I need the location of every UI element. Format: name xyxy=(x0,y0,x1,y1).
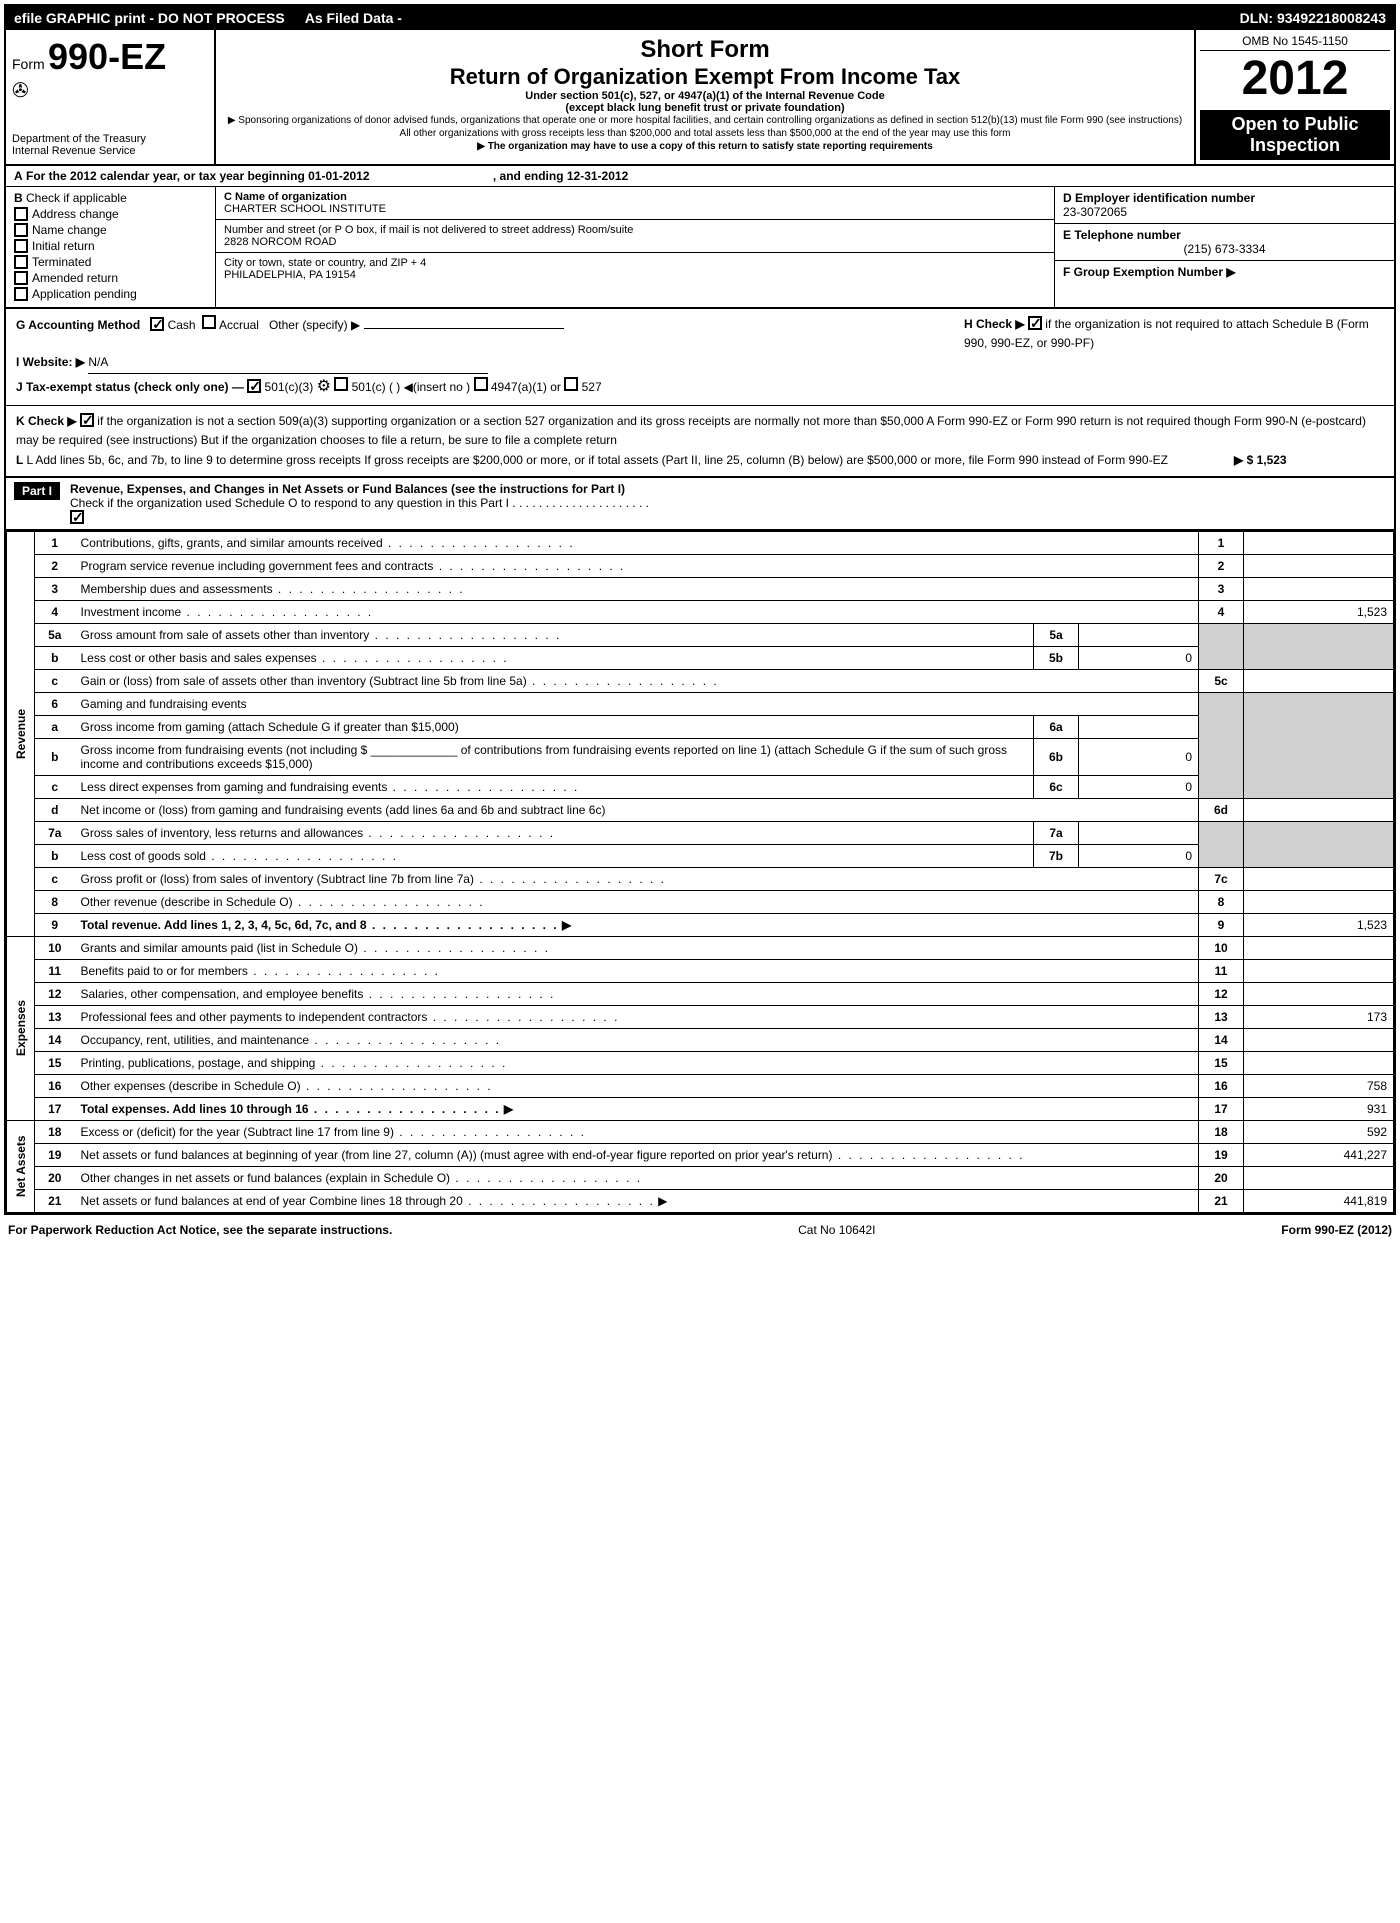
phone-value: (215) 673-3334 xyxy=(1063,242,1386,256)
check-initial-return[interactable]: Initial return xyxy=(14,239,207,253)
expenses-section-label: Expenses xyxy=(7,936,35,1120)
form-header: Form 990-EZ ✇ Department of the Treasury… xyxy=(6,30,1394,166)
section-a-label: A xyxy=(14,169,23,183)
cash-checkbox[interactable]: ✓ xyxy=(150,317,164,331)
page-footer: For Paperwork Reduction Act Notice, see … xyxy=(0,1219,1400,1241)
ein-value: 23-3072065 xyxy=(1063,205,1386,219)
j-501c-checkbox[interactable] xyxy=(334,377,348,391)
header-center: Short Form Return of Organization Exempt… xyxy=(216,30,1194,164)
l-text: L Add lines 5b, 6c, and 7b, to line 9 to… xyxy=(26,453,1167,467)
k-label: K Check ▶ xyxy=(16,414,77,428)
j-label: J Tax-exempt status (check only one) — xyxy=(16,380,244,394)
entity-right: D Employer identification number 23-3072… xyxy=(1054,187,1394,307)
part-1-check-text: Check if the organization used Schedule … xyxy=(70,496,649,510)
footer-right: Form 990-EZ (2012) xyxy=(1281,1223,1392,1237)
e-label: E Telephone number xyxy=(1063,228,1386,242)
part-1-table: Revenue 1 Contributions, gifts, grants, … xyxy=(6,531,1394,1213)
accrual-checkbox[interactable] xyxy=(202,315,216,329)
efile-label: efile GRAPHIC print - DO NOT PROCESS xyxy=(14,10,285,26)
section-a-text: For the 2012 calendar year, or tax year … xyxy=(26,169,370,183)
entity-center: C Name of organization CHARTER SCHOOL IN… xyxy=(216,187,1054,307)
street-label: Number and street (or P O box, if mail i… xyxy=(224,224,1046,236)
header-left: Form 990-EZ ✇ Department of the Treasury… xyxy=(6,30,216,164)
city-label: City or town, state or country, and ZIP … xyxy=(224,257,1046,269)
header-note-2: All other organizations with gross recei… xyxy=(226,127,1184,140)
header-right: OMB No 1545-1150 2012 Open to Public Ins… xyxy=(1194,30,1394,164)
check-terminated[interactable]: Terminated xyxy=(14,255,207,269)
part-1-header: Part I Revenue, Expenses, and Changes in… xyxy=(6,478,1394,531)
j-527-checkbox[interactable] xyxy=(564,377,578,391)
header-note-1: ▶ Sponsoring organizations of donor advi… xyxy=(226,114,1184,127)
dln-label: DLN: 93492218008243 xyxy=(1240,10,1386,26)
part-1-checkbox[interactable]: ✓ xyxy=(70,510,84,524)
l-value: ▶ $ 1,523 xyxy=(1234,451,1384,470)
netassets-section-label: Net Assets xyxy=(7,1120,35,1212)
org-name: CHARTER SCHOOL INSTITUTE xyxy=(224,203,1046,215)
check-address-change[interactable]: Address change xyxy=(14,207,207,221)
check-name-change[interactable]: Name change xyxy=(14,223,207,237)
tax-year: 2012 xyxy=(1200,51,1390,106)
open-public-1: Open to Public xyxy=(1204,114,1386,135)
b-text: Check if applicable xyxy=(26,191,127,205)
part-1-title: Revenue, Expenses, and Changes in Net As… xyxy=(70,482,625,496)
subtitle-2: (except black lung benefit trust or priv… xyxy=(226,102,1184,114)
revenue-section-label: Revenue xyxy=(7,531,35,936)
open-public-2: Inspection xyxy=(1204,135,1386,156)
misc-kl: K Check ▶ ✓ if the organization is not a… xyxy=(6,406,1394,478)
short-form-title: Short Form xyxy=(226,36,1184,64)
k-text: if the organization is not a section 509… xyxy=(16,414,1366,447)
k-checkbox[interactable]: ✓ xyxy=(80,413,94,427)
misc-ghij: G Accounting Method ✓ Cash Accrual Other… xyxy=(6,309,1394,406)
section-a: A For the 2012 calendar year, or tax yea… xyxy=(6,166,1394,187)
entity-info: B Check if applicable Address change Nam… xyxy=(6,187,1394,309)
footer-center: Cat No 10642I xyxy=(798,1223,875,1237)
dept-treasury: Department of the Treasury xyxy=(12,133,208,145)
f-label: F Group Exemption Number ▶ xyxy=(1063,265,1386,279)
top-bar: efile GRAPHIC print - DO NOT PROCESS As … xyxy=(6,6,1394,30)
j-501c3-checkbox[interactable]: ✓ xyxy=(247,379,261,393)
city-state-zip: PHILADELPHIA, PA 19154 xyxy=(224,269,1046,281)
header-note-3: ▶ The organization may have to use a cop… xyxy=(226,140,1184,153)
open-public-badge: Open to Public Inspection xyxy=(1200,110,1390,160)
g-label: G Accounting Method xyxy=(16,318,140,332)
dept-irs: Internal Revenue Service xyxy=(12,145,208,157)
street-address: 2828 NORCOM ROAD xyxy=(224,236,1046,248)
subtitle-1: Under section 501(c), 527, or 4947(a)(1)… xyxy=(226,90,1184,102)
part-1-label: Part I xyxy=(14,482,60,500)
check-column-b: B Check if applicable Address change Nam… xyxy=(6,187,216,307)
check-pending[interactable]: Application pending xyxy=(14,287,207,301)
c-label: C Name of organization xyxy=(224,191,1046,203)
form-prefix: Form xyxy=(12,56,45,72)
website-value: N/A xyxy=(88,355,108,369)
h-text: if the organization is not required to a… xyxy=(964,317,1369,350)
return-title: Return of Organization Exempt From Incom… xyxy=(226,64,1184,90)
asfiled-label: As Filed Data - xyxy=(305,10,402,26)
footer-left: For Paperwork Reduction Act Notice, see … xyxy=(8,1223,392,1237)
omb-number: OMB No 1545-1150 xyxy=(1200,34,1390,51)
check-amended[interactable]: Amended return xyxy=(14,271,207,285)
form-990ez: efile GRAPHIC print - DO NOT PROCESS As … xyxy=(4,4,1396,1215)
h-checkbox[interactable]: ✓ xyxy=(1028,316,1042,330)
b-label: B xyxy=(14,191,23,205)
h-label: H Check ▶ xyxy=(964,317,1025,331)
d-label: D Employer identification number xyxy=(1063,191,1386,205)
i-label: I Website: ▶ xyxy=(16,355,85,369)
j-4947-checkbox[interactable] xyxy=(474,377,488,391)
form-number: 990-EZ xyxy=(48,36,166,77)
section-a-ending: , and ending 12-31-2012 xyxy=(493,169,628,183)
